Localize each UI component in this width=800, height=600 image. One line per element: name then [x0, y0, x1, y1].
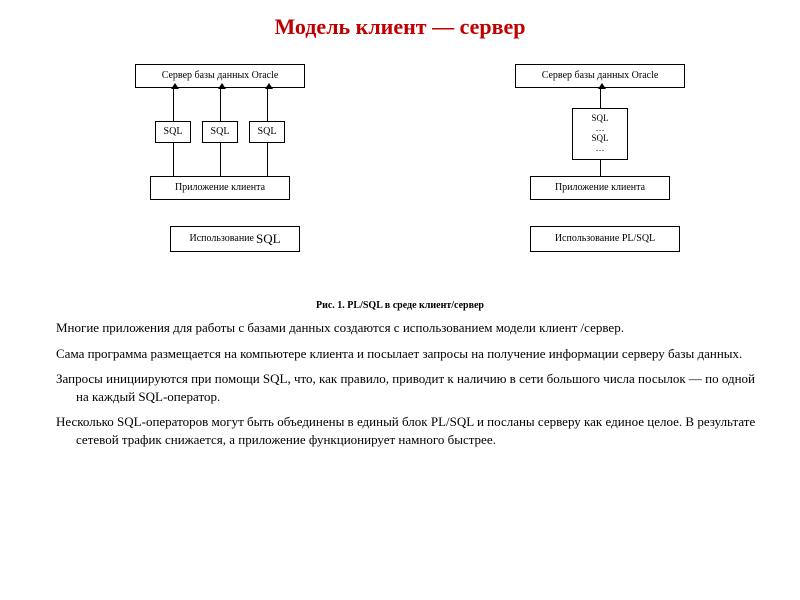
left-sql-box-1: SQL: [155, 121, 191, 143]
left-usage-box: Использование SQL: [170, 226, 300, 252]
left-sql-box-3: SQL: [249, 121, 285, 143]
left-sql-label-1: SQL: [164, 126, 183, 138]
right-server-label: Сервер базы данных Oracle: [542, 70, 659, 82]
figure-caption: Рис. 1. PL/SQL в среде клиент/сервер: [0, 296, 800, 319]
paragraph-4: Несколько SQL-операторов могут быть объе…: [56, 413, 764, 448]
left-sql-label-3: SQL: [258, 126, 277, 138]
right-usage-label: Использование PL/SQL: [555, 233, 655, 245]
right-sql-line-4: …: [596, 144, 605, 154]
left-server-label: Сервер базы данных Oracle: [162, 70, 279, 82]
left-usage-prefix: Использование: [189, 233, 254, 245]
left-sql-box-2: SQL: [202, 121, 238, 143]
left-line-3: [267, 143, 268, 176]
page-title: Модель клиент — сервер: [0, 0, 800, 46]
left-arrow-1: [173, 88, 174, 121]
right-usage-box: Использование PL/SQL: [530, 226, 680, 252]
diagram: Сервер базы данных Oracle SQL SQL SQL Пр…: [0, 46, 800, 296]
left-client-box: Приложение клиента: [150, 176, 290, 200]
left-arrow-2: [220, 88, 221, 121]
left-line-1: [173, 143, 174, 176]
left-line-2: [220, 143, 221, 176]
right-client-box: Приложение клиента: [530, 176, 670, 200]
right-line: [600, 160, 601, 176]
right-sql-block: SQL … SQL …: [572, 108, 628, 160]
right-arrow: [600, 88, 601, 108]
left-arrow-3: [267, 88, 268, 121]
paragraph-3: Запросы инициируются при помощи SQL, что…: [56, 370, 764, 405]
paragraph-1: Многие приложения для работы с базами да…: [56, 319, 764, 337]
right-client-label: Приложение клиента: [555, 182, 645, 194]
left-sql-label-2: SQL: [211, 126, 230, 138]
left-usage-sql: SQL: [256, 231, 281, 247]
paragraph-2: Сама программа размещается на компьютере…: [56, 345, 764, 363]
body-text: Многие приложения для работы с базами да…: [0, 319, 800, 448]
left-client-label: Приложение клиента: [175, 182, 265, 194]
